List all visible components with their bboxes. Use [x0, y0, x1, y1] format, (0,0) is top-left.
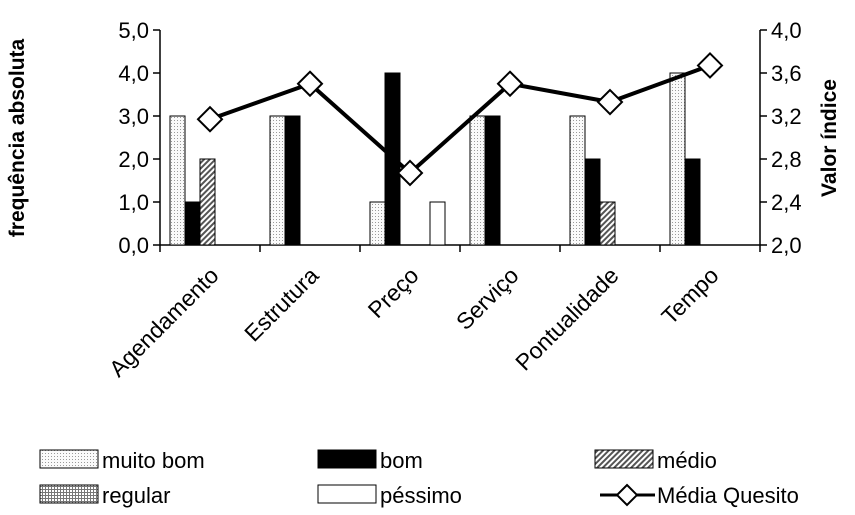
legend-marker-media-quesito: [615, 483, 639, 507]
media-quesito-line: [196, 52, 724, 187]
legend-item-bom: bom: [317, 448, 423, 473]
y-axis-ticks: 0,0 1,0 2,0 3,0 4,0 5,0: [118, 18, 149, 258]
y2-tick-label: 2,8: [771, 147, 802, 172]
bar-bom-agendamento: [184, 201, 201, 246]
legend-swatch-muito-bom: [39, 449, 99, 469]
legend-label-muito-bom: muito bom: [102, 448, 205, 473]
category-label-agendamento: Agendamento: [104, 262, 224, 382]
bar-muito-bom-preco: [369, 201, 386, 246]
legend-label-pessimo: péssimo: [380, 483, 462, 508]
y-tick-label: 2,0: [118, 147, 149, 172]
bar-pessimo-preco: [429, 201, 446, 246]
legend-swatch-medio: [594, 449, 654, 469]
y2-tick-label: 4,0: [771, 18, 802, 43]
legend-item-muito-bom: muito bom: [39, 448, 205, 473]
bar-medio-agendamento: [199, 158, 216, 246]
category-labels: Agendamento Estrutura Preço ServiçoPontuali…: [104, 262, 724, 382]
category-label-estrutura: Estrutura: [239, 262, 324, 347]
category-label-preco: Preço: [363, 262, 424, 323]
bar-muito-bom-estrutura: [269, 115, 286, 246]
legend-label-media-quesito: Média Quesito: [657, 483, 799, 508]
legend-item-medio: médio: [594, 448, 717, 473]
y-axis-title: frequência absoluta: [6, 38, 29, 237]
y-tick-label: 3,0: [118, 104, 149, 129]
y2-axis-ticks: 2,0 2,4 2,8 3,2 3,6 4,0: [771, 18, 802, 258]
bar-muito-bom-tempo: [669, 72, 686, 246]
category-label-pontualidade: Pontualidade: [510, 262, 623, 375]
y2-tick-label: 3,2: [771, 104, 802, 129]
y-tick-label: 1,0: [118, 190, 149, 215]
media-quesito-point-agendamento: [196, 105, 224, 133]
media-quesito-point-tempo: [696, 52, 724, 79]
legend: muito bom bom médio regular péssimo Média Que…: [39, 448, 799, 508]
bars: [169, 72, 701, 246]
legend-label-bom: bom: [380, 448, 423, 473]
bar-bom-servico: [484, 115, 501, 246]
bar-muito-bom-servico: [469, 115, 486, 246]
y-tick-label: 5,0: [118, 18, 149, 43]
media-quesito-point-preco: [396, 159, 424, 187]
axes: [153, 29, 767, 252]
bar-muito-bom-agendamento: [169, 115, 186, 246]
media-quesito-point-pontualidade: [596, 88, 624, 116]
bar-muito-bom-pontualidade: [569, 115, 586, 246]
bar-medio-pontualidade: [599, 201, 616, 246]
y-tick-label: 4,0: [118, 61, 149, 86]
media-quesito-point-estrutura: [296, 70, 324, 98]
y2-tick-label: 2,0: [771, 233, 802, 258]
y2-tick-label: 2,4: [771, 190, 802, 215]
legend-swatch-pessimo: [317, 484, 377, 504]
legend-swatch-regular: [39, 484, 99, 504]
category-label-tempo: Tempo: [656, 262, 723, 329]
legend-label-medio: médio: [657, 448, 717, 473]
legend-item-pessimo: péssimo: [317, 483, 462, 508]
legend-item-regular: regular: [39, 483, 170, 508]
y2-tick-label: 3,6: [771, 61, 802, 86]
legend-item-media-quesito: Média Quesito: [600, 483, 799, 508]
legend-swatch-bom: [317, 449, 377, 469]
y2-axis-title: Valor índice: [818, 79, 841, 197]
bar-bom-tempo: [684, 158, 701, 246]
media-quesito-point-servico: [496, 70, 524, 98]
category-label-servico: Serviço: [451, 262, 524, 335]
y-tick-label: 0,0: [118, 233, 149, 258]
bar-bom-pontualidade: [584, 158, 601, 246]
media-quesito-polyline: [209, 63, 711, 176]
legend-label-regular: regular: [102, 483, 170, 508]
bar-bom-estrutura: [284, 115, 301, 246]
